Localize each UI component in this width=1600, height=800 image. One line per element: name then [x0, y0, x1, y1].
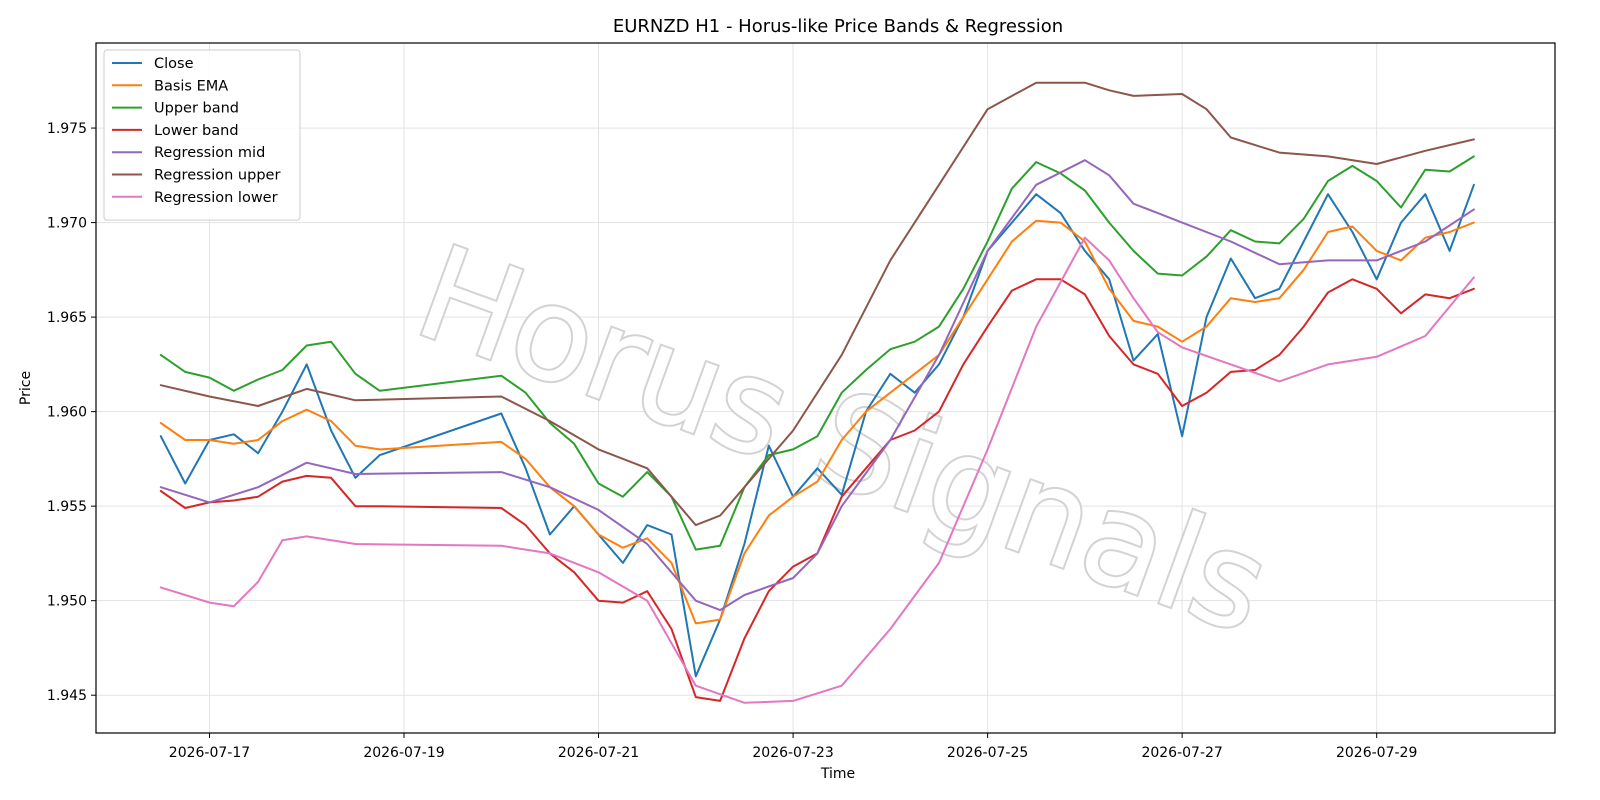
y-axis-label: Price: [18, 371, 34, 405]
legend-box: [103, 49, 301, 221]
legend: Close Basis EMA Upper band Lower band Regres…: [103, 49, 301, 221]
grid-lines: [96, 43, 1555, 733]
series-line-lower-band: [159, 278, 1475, 702]
x-tick-label: 2026-07-25: [947, 745, 1028, 761]
x-tick-label: 2026-07-27: [1141, 745, 1222, 761]
x-tick-label: 2026-07-23: [752, 745, 833, 761]
x-tick-label: 2026-07-19: [363, 745, 444, 761]
y-tick-label: 1.970: [47, 216, 87, 232]
chart-title: EURNZD H1 - Horus-like Price Bands & Reg…: [613, 16, 1063, 37]
y-tick-label: 1.965: [47, 310, 87, 326]
legend-label: Regression mid: [154, 145, 265, 161]
x-tick-label: 2026-07-17: [169, 745, 250, 761]
series-line-basis-ema: [159, 219, 1475, 625]
legend-label: Basis EMA: [154, 78, 228, 94]
plot-area: [159, 81, 1475, 704]
series-line-regression-mid: [159, 159, 1475, 612]
legend-label: Close: [154, 56, 194, 72]
legend-label: Lower band: [154, 123, 239, 139]
y-tick-label: 1.945: [47, 688, 87, 704]
legend-label: Regression upper: [154, 168, 280, 184]
legend-label: Upper band: [154, 101, 239, 117]
y-tick-label: 1.955: [47, 499, 87, 515]
y-tick-label: 1.950: [47, 594, 87, 610]
series-line-regression-lower: [159, 236, 1475, 704]
series-line-regression-upper: [159, 81, 1475, 527]
x-tick-label: 2026-07-21: [558, 745, 639, 761]
legend-label: Regression lower: [154, 190, 278, 206]
axis-ticks: 2026-07-17 2026-07-19 2026-07-21 2026-07-23…: [47, 121, 1417, 761]
plot-frame: [95, 42, 1556, 734]
x-axis-label: Time: [820, 766, 855, 782]
series-line-upper-band: [159, 155, 1475, 551]
y-tick-label: 1.960: [47, 405, 87, 421]
x-tick-label: 2026-07-29: [1336, 745, 1417, 761]
y-tick-label: 1.975: [47, 121, 87, 137]
